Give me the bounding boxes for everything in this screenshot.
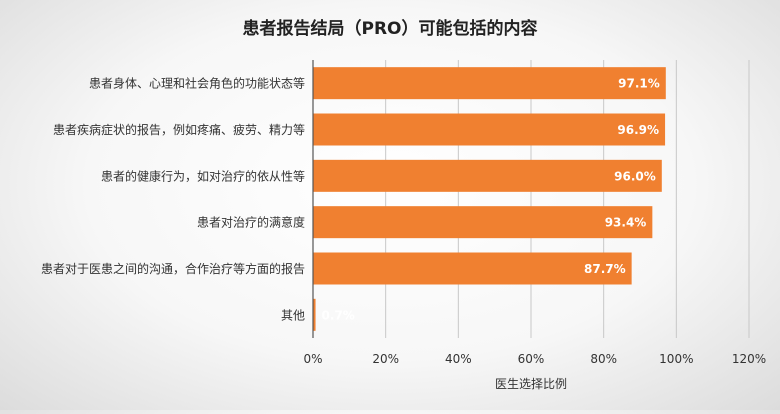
category-labels: 患者身体、心理和社会角色的功能状态等患者疾病症状的报告，例如疼痛、疲劳、精力等患… <box>41 76 305 323</box>
bars <box>313 67 666 331</box>
x-tick-label: 40% <box>445 352 472 366</box>
category-label: 患者对于医患之间的沟通，合作治疗等方面的报告 <box>41 261 305 276</box>
category-label: 患者的健康行为，如对治疗的依从性等 <box>101 168 305 183</box>
x-tick-label: 60% <box>518 352 545 366</box>
category-label: 患者对治疗的满意度 <box>197 215 305 230</box>
data-label: 0.7% <box>322 308 355 322</box>
bar <box>313 67 666 100</box>
data-label: 96.0% <box>614 169 656 183</box>
data-labels: 97.1% 96.9% 96.0% 93.4% 87.7% 0.7% <box>322 77 660 323</box>
x-tick-label: 100% <box>659 352 693 366</box>
bar <box>313 206 653 239</box>
x-tick-label: 120% <box>732 352 766 366</box>
chart-title: 患者报告结局（PRO）可能包括的内容 <box>242 18 537 39</box>
x-axis-label: 医生选择比例 <box>495 377 567 391</box>
bar <box>313 113 666 146</box>
bar <box>313 159 662 192</box>
category-label: 其他 <box>281 308 305 322</box>
data-label: 87.7% <box>584 262 626 276</box>
x-tick-label: 80% <box>590 352 617 366</box>
data-label: 97.1% <box>618 77 660 91</box>
x-tick-labels: 0% 20% 40% 60% 80% 100% 120% <box>303 352 766 366</box>
x-tick-label: 20% <box>372 352 399 366</box>
x-tick-label: 0% <box>303 352 322 366</box>
bar <box>313 298 316 331</box>
data-label: 93.4% <box>605 216 647 230</box>
bar <box>313 252 632 285</box>
category-label: 患者身体、心理和社会角色的功能状态等 <box>89 76 305 91</box>
data-label: 96.9% <box>617 123 659 137</box>
gridlines <box>385 60 750 338</box>
category-label: 患者疾病症状的报告，例如疼痛、疲劳、精力等 <box>53 122 305 137</box>
